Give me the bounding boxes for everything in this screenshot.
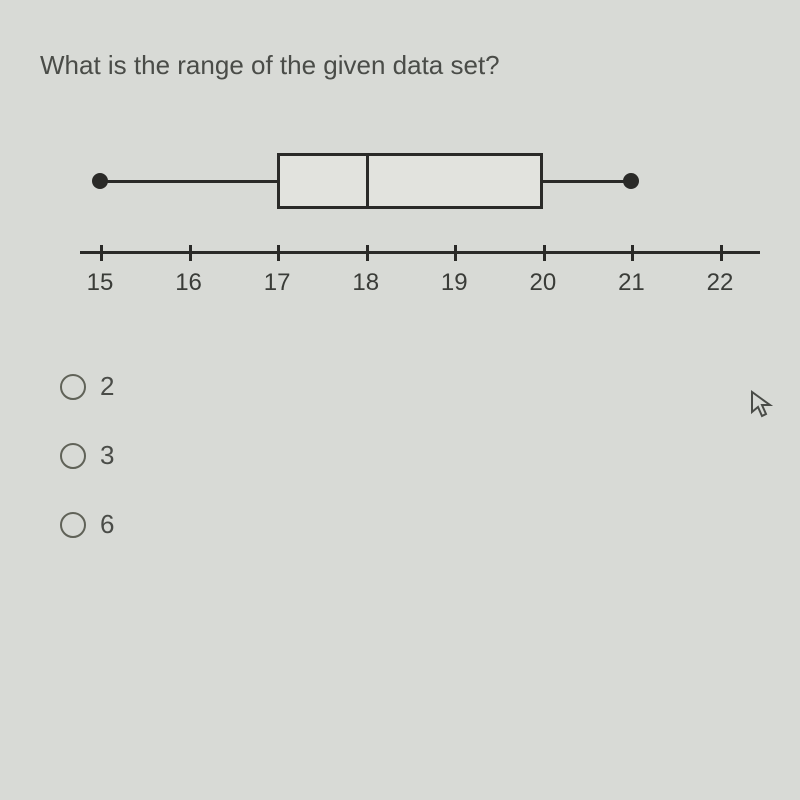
radio-icon — [60, 512, 86, 538]
option-label: 6 — [100, 509, 114, 540]
radio-icon — [60, 374, 86, 400]
axis-tick — [189, 245, 192, 261]
radio-icon — [60, 443, 86, 469]
axis-tick — [543, 245, 546, 261]
option-row[interactable]: 2 — [60, 371, 760, 402]
axis-tick-label: 20 — [529, 269, 556, 297]
median-line — [366, 153, 369, 209]
axis-tick — [454, 245, 457, 261]
axis-tick — [277, 245, 280, 261]
cursor-svg — [750, 390, 776, 420]
axis-tick-label: 19 — [441, 269, 468, 297]
axis-tick-label: 15 — [87, 269, 114, 297]
axis-tick — [631, 245, 634, 261]
axis-line — [80, 251, 760, 254]
axis-tick — [366, 245, 369, 261]
boxplot — [100, 141, 720, 221]
axis: 1516171819202122 — [100, 251, 720, 311]
option-row[interactable]: 6 — [60, 509, 760, 540]
question-text: What is the range of the given data set? — [40, 50, 760, 81]
axis-tick — [100, 245, 103, 261]
axis-tick-label: 17 — [264, 269, 291, 297]
whisker-left — [100, 180, 277, 183]
whisker-right — [543, 180, 632, 183]
axis-tick-label: 22 — [707, 269, 734, 297]
question-container: What is the range of the given data set?… — [0, 0, 800, 628]
option-label: 3 — [100, 440, 114, 471]
axis-tick — [720, 245, 723, 261]
boxplot-container: 1516171819202122 — [100, 141, 720, 321]
iqr-box — [277, 153, 543, 209]
cursor-icon — [750, 390, 776, 427]
option-row[interactable]: 3 — [60, 440, 760, 471]
option-label: 2 — [100, 371, 114, 402]
axis-tick-label: 21 — [618, 269, 645, 297]
options-list: 2 3 6 — [60, 371, 760, 540]
axis-tick-label: 18 — [352, 269, 379, 297]
axis-tick-label: 16 — [175, 269, 202, 297]
